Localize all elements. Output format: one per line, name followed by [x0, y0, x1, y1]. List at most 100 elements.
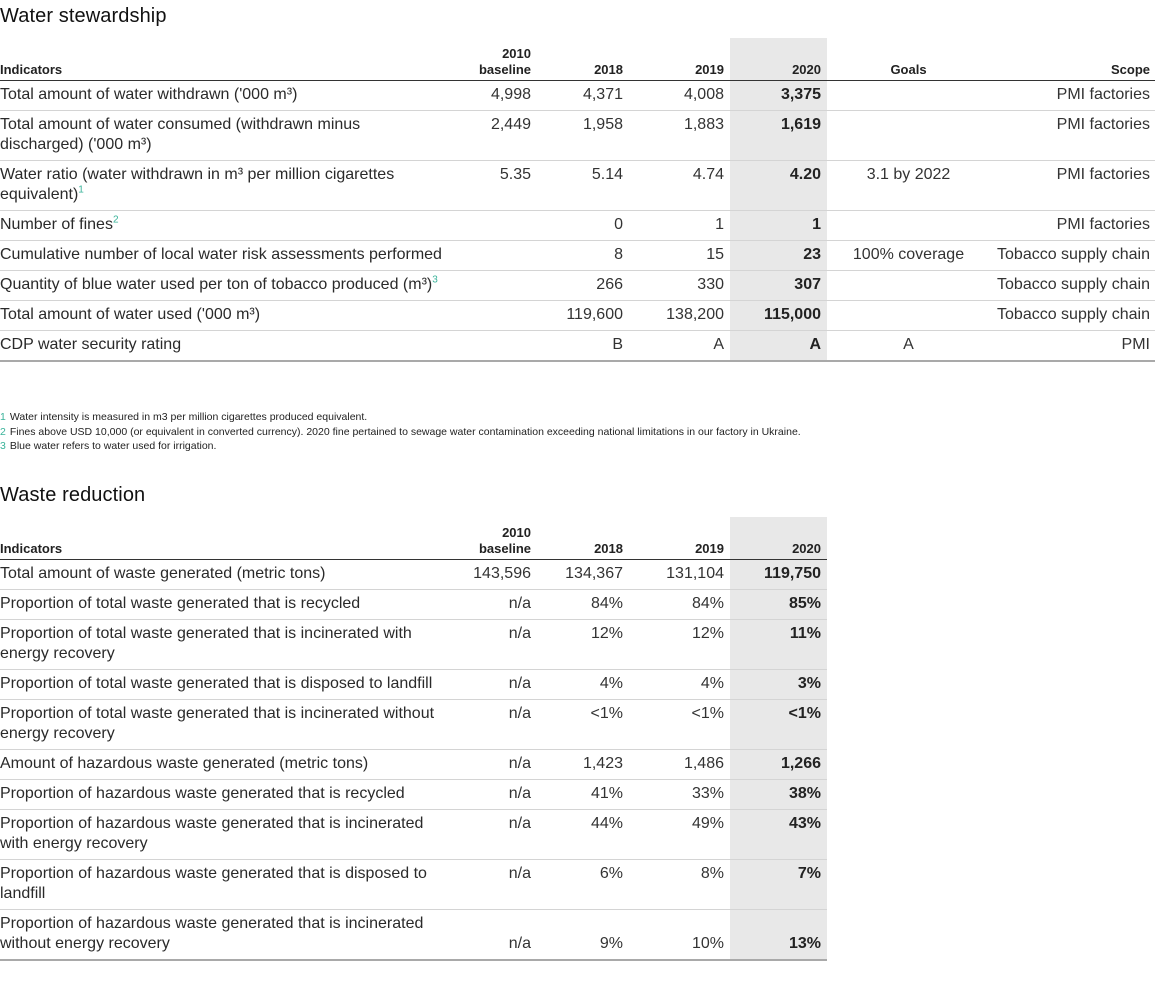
- value-2018: 8: [537, 240, 629, 271]
- value-2018: 5.14: [537, 160, 629, 211]
- value-2020: 13%: [730, 909, 827, 961]
- footnote-number: 1: [0, 411, 6, 423]
- col-header-baseline-word: baseline: [478, 61, 531, 77]
- value-2020: 7%: [730, 859, 827, 910]
- footnote-number: 2: [0, 425, 6, 438]
- value-2019: 138,200: [629, 300, 730, 331]
- value-baseline: 5.35: [450, 160, 537, 211]
- table-row: Quantity of blue water used per ton of t…: [0, 270, 1155, 301]
- col-header-2018: 2018: [537, 517, 629, 560]
- value-baseline: n/a: [450, 749, 537, 780]
- indicator-text: Total amount of water used ('000 m³): [0, 305, 261, 323]
- indicator-label: Total amount of water withdrawn ('000 m³…: [0, 80, 450, 111]
- indicator-label: Total amount of water used ('000 m³): [0, 300, 450, 331]
- indicator-text: Quantity of blue water used per ton of t…: [0, 275, 433, 293]
- col-header-baseline-year: 2010: [502, 45, 531, 61]
- value-2020: 115,000: [730, 300, 827, 331]
- col-header-indicators: Indicators: [0, 38, 450, 81]
- value-2018: <1%: [537, 699, 629, 750]
- value-2020: 85%: [730, 589, 827, 620]
- col-header-baseline-year: 2010: [502, 524, 531, 540]
- footnote-ref: 1: [78, 184, 84, 196]
- table-row: Cumulative number of local water risk as…: [0, 240, 1155, 271]
- value-2020: 11%: [730, 619, 827, 670]
- footnote: 2 Fines above USD 10,000 (or equivalent i…: [0, 425, 801, 440]
- footnote: 3 Blue water refers to water used for irr…: [0, 439, 801, 454]
- table-row: Proportion of hazardous waste generated …: [0, 779, 827, 810]
- table-row: Total amount of water withdrawn ('000 m³…: [0, 80, 1155, 111]
- value-baseline: n/a: [450, 619, 537, 670]
- indicator-label: Proportion of total waste generated that…: [0, 619, 450, 670]
- value-2018: B: [537, 330, 629, 362]
- table-row: Amount of hazardous waste generated (met…: [0, 749, 827, 780]
- table-row: Total amount of water consumed (withdraw…: [0, 110, 1155, 161]
- col-header-2020: 2020: [730, 517, 827, 560]
- table-row: Total amount of water used ('000 m³) 119,…: [0, 300, 1155, 331]
- table-row: Proportion of hazardous waste generated …: [0, 909, 827, 961]
- value-2018: 4%: [537, 669, 629, 700]
- value-2019: 4%: [629, 669, 730, 700]
- value-baseline: 2,449: [450, 110, 537, 161]
- water-section-title: Water stewardship: [0, 5, 167, 27]
- value-baseline: n/a: [450, 909, 537, 961]
- value-2018: 9%: [537, 909, 629, 961]
- indicator-label: CDP water security rating: [0, 330, 450, 362]
- value-2018: 134,367: [537, 559, 629, 590]
- value-baseline: n/a: [450, 779, 537, 810]
- value-baseline: [450, 240, 537, 271]
- value-baseline: [450, 270, 537, 301]
- value-2018: 0: [537, 210, 629, 241]
- value-2018: 1,958: [537, 110, 629, 161]
- value-baseline: [450, 330, 537, 362]
- footnote-ref: 3: [432, 274, 438, 286]
- value-2020: 4.20: [730, 160, 827, 211]
- value-2019: 4.74: [629, 160, 730, 211]
- value-2018: 44%: [537, 809, 629, 860]
- value-2019: <1%: [629, 699, 730, 750]
- table-row: Total amount of waste generated (metric …: [0, 559, 827, 590]
- value-baseline: n/a: [450, 809, 537, 860]
- indicator-label: Proportion of hazardous waste generated …: [0, 859, 450, 910]
- value-baseline: [450, 300, 537, 331]
- water-table: Indicators 2010 baseline 2018 2019 2020 G…: [0, 38, 1155, 362]
- value-2019: 15: [629, 240, 730, 271]
- indicator-label: Quantity of blue water used per ton of t…: [0, 270, 450, 301]
- table-row: Proportion of total waste generated that…: [0, 699, 827, 750]
- indicator-label: Proportion of hazardous waste generated …: [0, 779, 450, 810]
- indicator-text: Total amount of water withdrawn ('000 m³…: [0, 85, 298, 103]
- value-goals: [827, 80, 990, 111]
- value-2018: 119,600: [537, 300, 629, 331]
- indicator-label: Proportion of total waste generated that…: [0, 699, 450, 750]
- indicator-label: Water ratio (water withdrawn in m³ per m…: [0, 160, 450, 211]
- value-2019: 131,104: [629, 559, 730, 590]
- value-goals: 100% coverage: [827, 240, 990, 271]
- value-2020: 1,266: [730, 749, 827, 780]
- footnote-number: 3: [0, 440, 6, 452]
- value-scope: PMI factories: [990, 110, 1155, 161]
- value-2019: 4,008: [629, 80, 730, 111]
- value-2018: 12%: [537, 619, 629, 670]
- footnote-text: Water intensity is measured in m3 per mi…: [9, 411, 368, 423]
- value-baseline: 143,596: [450, 559, 537, 590]
- value-baseline: n/a: [450, 699, 537, 750]
- indicator-text: CDP water security rating: [0, 335, 182, 353]
- value-2019: 84%: [629, 589, 730, 620]
- indicator-text: Number of fines: [0, 215, 113, 233]
- value-baseline: n/a: [450, 589, 537, 620]
- value-2018: 84%: [537, 589, 629, 620]
- footnote-text: Fines above USD 10,000 (or equivalent in…: [9, 425, 801, 438]
- table-row: Number of fines2 0 1 1 PMI factories: [0, 210, 1155, 241]
- table-row: Water ratio (water withdrawn in m³ per m…: [0, 160, 1155, 211]
- value-2019: 330: [629, 270, 730, 301]
- waste-section-title: Waste reduction: [0, 484, 146, 506]
- value-scope: PMI factories: [990, 160, 1155, 211]
- value-2019: A: [629, 330, 730, 362]
- indicator-label: Proportion of total waste generated that…: [0, 589, 450, 620]
- value-goals: [827, 110, 990, 161]
- indicator-text: Total amount of water consumed (withdraw…: [0, 115, 361, 153]
- table-row: Proportion of hazardous waste generated …: [0, 809, 827, 860]
- value-2020: A: [730, 330, 827, 362]
- table-row: Proportion of total waste generated that…: [0, 669, 827, 700]
- value-2019: 1,883: [629, 110, 730, 161]
- value-2020: 43%: [730, 809, 827, 860]
